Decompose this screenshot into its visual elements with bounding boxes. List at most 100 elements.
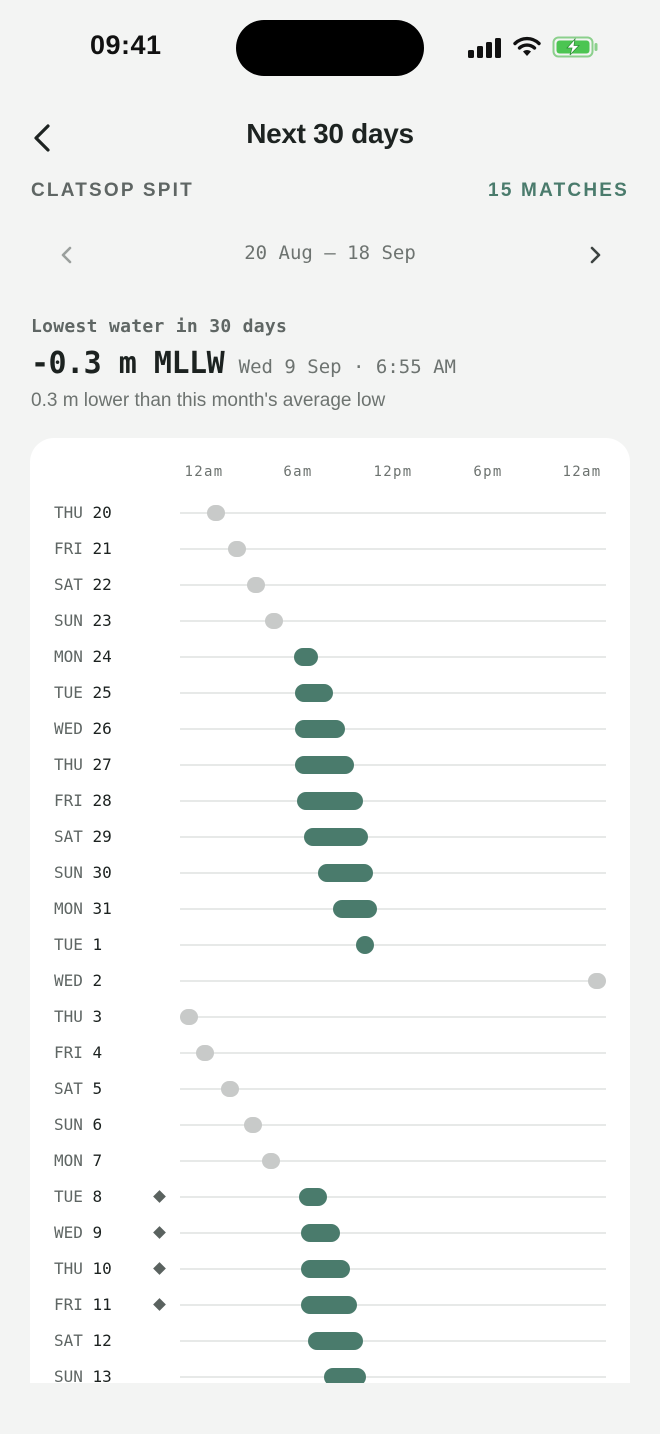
day-label: WED 9 [54, 1215, 102, 1251]
location-row: CLATSOP SPIT 15 MATCHES [31, 178, 629, 206]
day-row[interactable]: SAT 22 [30, 567, 630, 603]
date-range: 20 Aug – 18 Sep [244, 242, 416, 264]
day-of-week: THU [54, 1007, 83, 1026]
next-range-button[interactable] [584, 240, 606, 270]
status-bar: 09:41 [0, 0, 660, 96]
low-tide-window-bar[interactable] [300, 1224, 340, 1242]
day-of-week: FRI [54, 1043, 83, 1062]
low-tide-dot[interactable] [180, 1009, 198, 1025]
low-tide-window-bar[interactable] [332, 900, 378, 918]
previous-range-button[interactable] [56, 240, 78, 270]
day-of-week: MON [54, 1151, 83, 1170]
back-button[interactable] [28, 118, 60, 158]
diamond-marker-icon [153, 1298, 166, 1311]
low-tide-window-bar[interactable] [295, 684, 333, 702]
day-track [180, 1052, 606, 1054]
day-row[interactable]: TUE 1 [30, 927, 630, 963]
day-label: THU 27 [54, 747, 112, 783]
day-number: 2 [82, 971, 103, 990]
low-tide-window-bar[interactable] [318, 864, 374, 882]
day-label: THU 10 [54, 1251, 112, 1287]
day-of-week: SUN [54, 611, 83, 630]
low-tide-window-bar[interactable] [297, 792, 363, 810]
low-tide-window-bar[interactable] [355, 936, 374, 954]
day-row[interactable]: FRI 28 [30, 783, 630, 819]
day-row[interactable]: THU 27 [30, 747, 630, 783]
day-track [180, 1196, 606, 1198]
low-tide-dot[interactable] [220, 1081, 239, 1097]
day-row[interactable]: MON 24 [30, 639, 630, 675]
day-number: 10 [82, 1259, 112, 1278]
day-of-week: THU [54, 1259, 83, 1278]
day-of-week: SAT [54, 1331, 83, 1350]
day-of-week: THU [54, 503, 83, 522]
low-tide-dot[interactable] [261, 1153, 280, 1169]
day-row[interactable]: MON 7 [30, 1143, 630, 1179]
low-tide-window-bar[interactable] [295, 756, 354, 774]
day-label: SUN 13 [54, 1359, 112, 1383]
day-label: MON 7 [54, 1143, 102, 1179]
day-number: 5 [82, 1079, 103, 1098]
day-label: TUE 1 [54, 927, 102, 963]
low-tide-dot[interactable] [227, 541, 246, 557]
day-of-week: SAT [54, 1079, 83, 1098]
low-tide-window-bar[interactable] [307, 1332, 363, 1350]
lowest-water-note: 0.3 m lower than this month's average lo… [31, 390, 386, 411]
day-label: SAT 29 [54, 819, 112, 855]
day-row[interactable]: THU 20 [30, 495, 630, 531]
day-of-week: SAT [54, 575, 83, 594]
low-tide-window-bar[interactable] [323, 1368, 367, 1383]
day-track [180, 1304, 606, 1306]
low-tide-window-bar[interactable] [300, 1296, 358, 1314]
day-row[interactable]: FRI 21 [30, 531, 630, 567]
low-tide-dot[interactable] [247, 577, 266, 593]
day-track [180, 728, 606, 730]
day-number: 4 [82, 1043, 103, 1062]
day-label: FRI 4 [54, 1035, 102, 1071]
low-tide-dot[interactable] [588, 973, 606, 989]
low-tide-window-bar[interactable] [300, 1260, 351, 1278]
day-number: 22 [82, 575, 112, 594]
low-tide-dot[interactable] [243, 1117, 262, 1133]
matches-count[interactable]: 15 MATCHES [488, 180, 629, 201]
day-number: 11 [82, 1295, 112, 1314]
day-row[interactable]: SUN 30 [30, 855, 630, 891]
day-number: 8 [82, 1187, 103, 1206]
day-row[interactable]: FRI 11 [30, 1287, 630, 1323]
day-number: 20 [82, 503, 112, 522]
low-tide-window-bar[interactable] [304, 828, 369, 846]
day-row[interactable]: SUN 13 [30, 1359, 630, 1383]
low-tide-window-bar[interactable] [298, 1188, 328, 1206]
day-row[interactable]: SAT 12 [30, 1323, 630, 1359]
day-track [180, 1340, 606, 1342]
day-number: 7 [82, 1151, 103, 1170]
day-row[interactable]: WED 9 [30, 1215, 630, 1251]
day-row[interactable]: WED 26 [30, 711, 630, 747]
day-row[interactable]: THU 3 [30, 999, 630, 1035]
day-row[interactable]: TUE 8 [30, 1179, 630, 1215]
day-row[interactable]: SUN 6 [30, 1107, 630, 1143]
day-row[interactable]: MON 31 [30, 891, 630, 927]
day-row[interactable]: TUE 25 [30, 675, 630, 711]
axis-tick-label: 6pm [473, 464, 503, 480]
day-track [180, 1268, 606, 1270]
day-label: SAT 22 [54, 567, 112, 603]
low-tide-window-bar[interactable] [293, 648, 319, 666]
low-tide-dot[interactable] [195, 1045, 214, 1061]
day-label: FRI 28 [54, 783, 112, 819]
day-label: FRI 21 [54, 531, 112, 567]
low-tide-dot[interactable] [206, 505, 225, 521]
day-row[interactable]: WED 2 [30, 963, 630, 999]
day-label: SAT 5 [54, 1071, 102, 1107]
day-row[interactable]: SAT 29 [30, 819, 630, 855]
day-number: 3 [82, 1007, 103, 1026]
day-row[interactable]: THU 10 [30, 1251, 630, 1287]
day-row[interactable]: FRI 4 [30, 1035, 630, 1071]
day-track [180, 548, 606, 550]
day-row[interactable]: SUN 23 [30, 603, 630, 639]
day-number: 26 [82, 719, 112, 738]
day-of-week: WED [54, 971, 83, 990]
day-row[interactable]: SAT 5 [30, 1071, 630, 1107]
low-tide-dot[interactable] [265, 613, 284, 629]
low-tide-window-bar[interactable] [295, 720, 346, 738]
